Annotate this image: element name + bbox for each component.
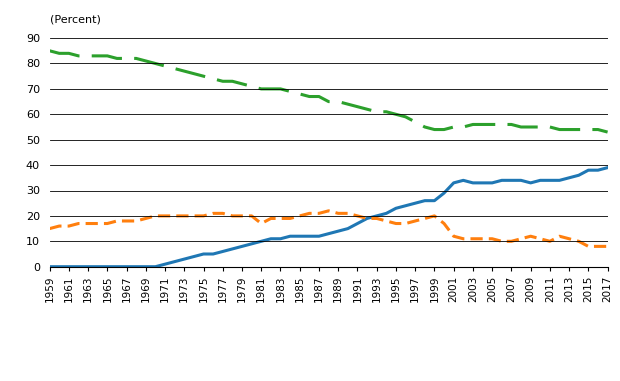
- Text: (Percent): (Percent): [50, 14, 100, 24]
- Legend: R&D, Software, Entertainment, literary, and artistic originals: R&D, Software, Entertainment, literary, …: [98, 380, 559, 381]
